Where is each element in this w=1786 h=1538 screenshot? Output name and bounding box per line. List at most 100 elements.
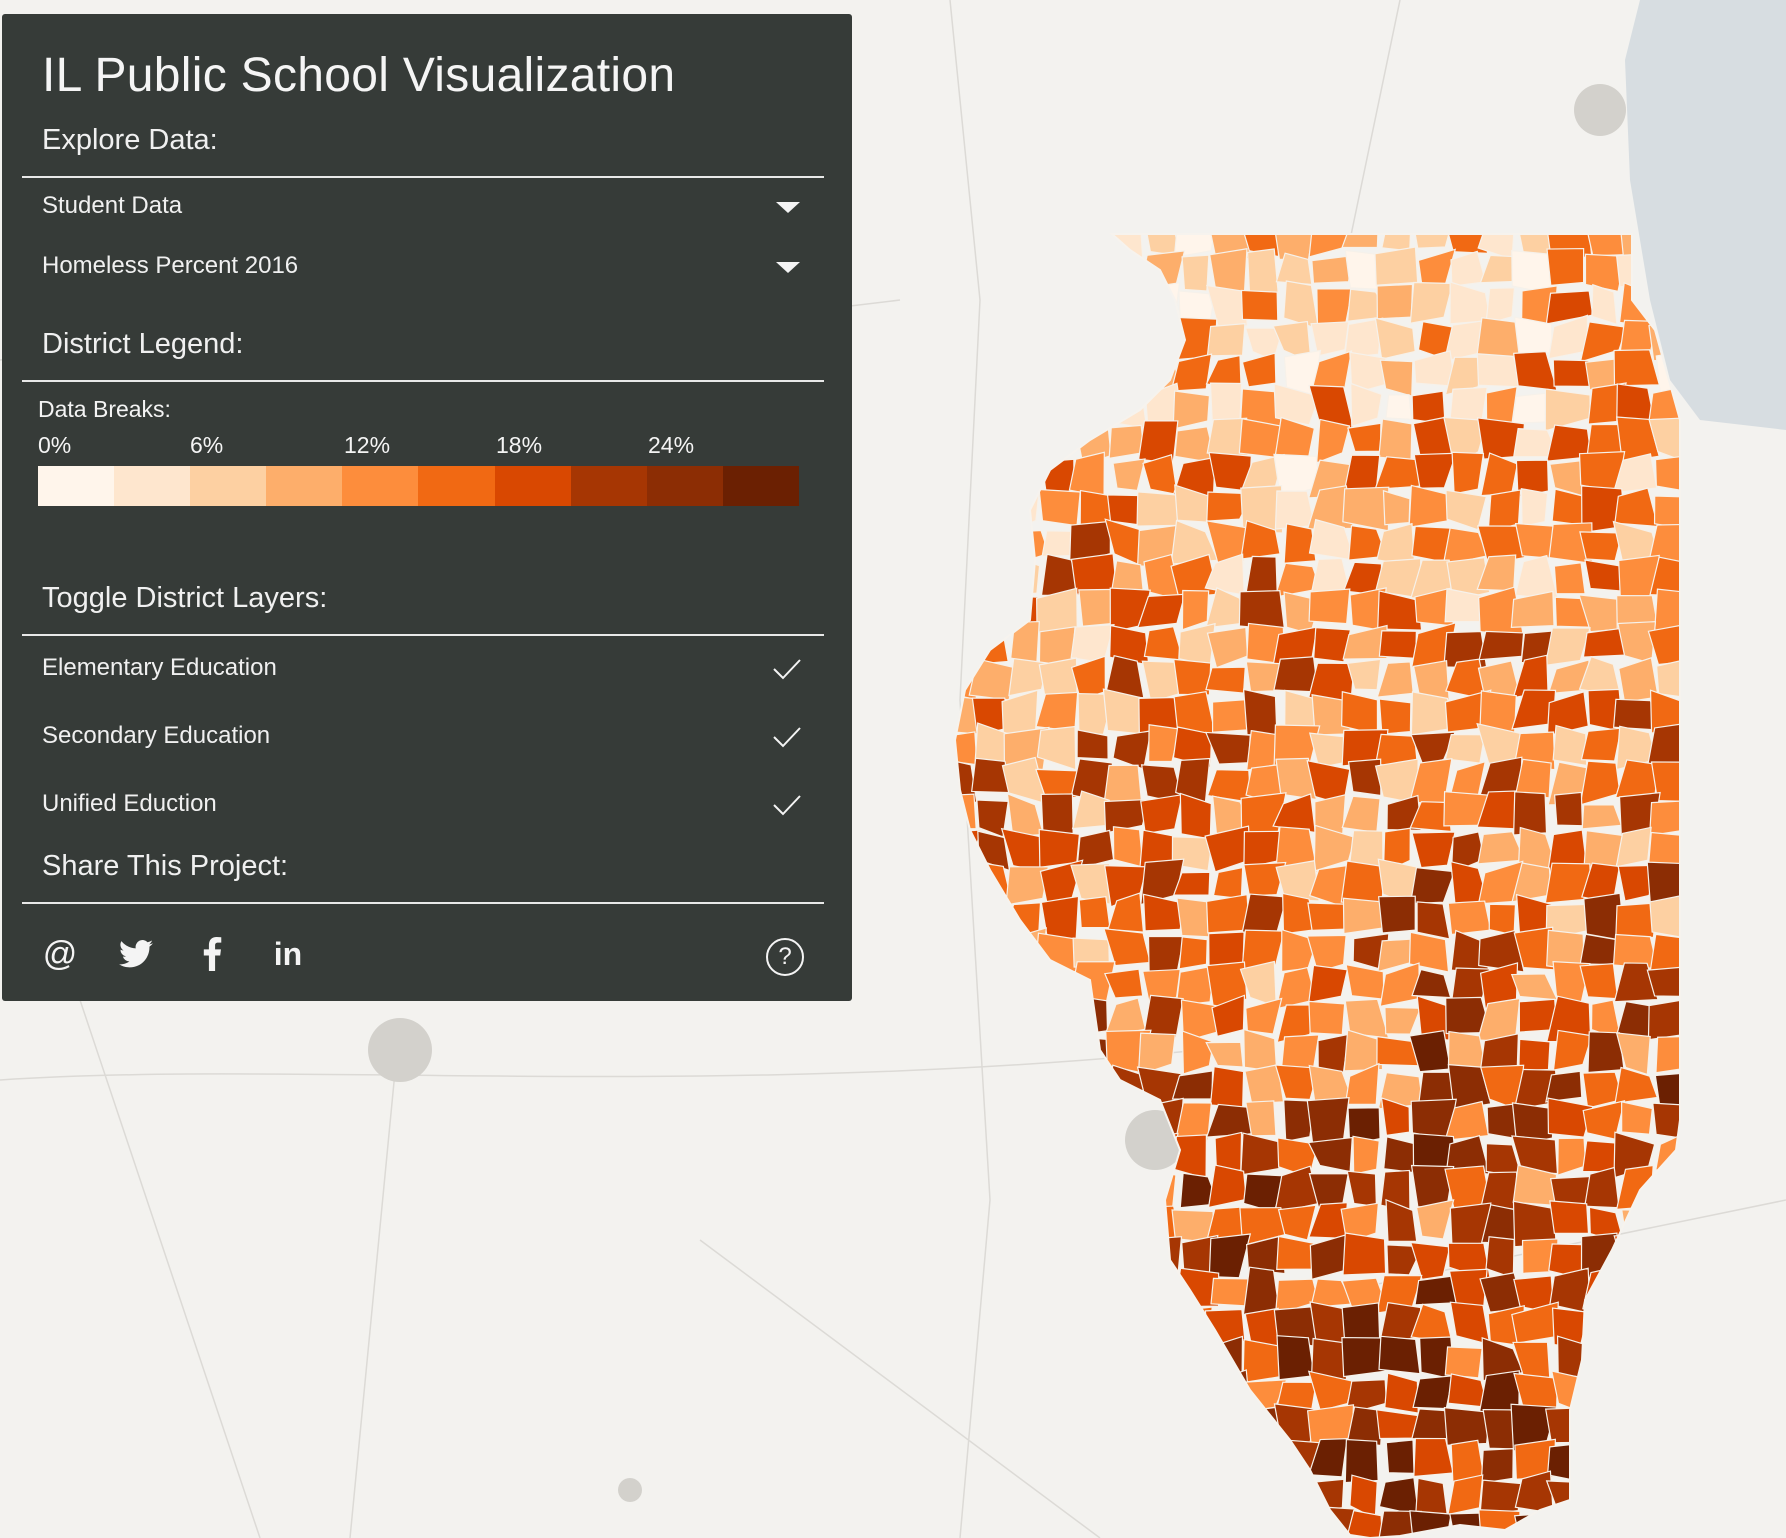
- school-district[interactable]: [1274, 1064, 1320, 1101]
- school-district[interactable]: [1308, 1000, 1346, 1036]
- school-district[interactable]: [1647, 722, 1688, 766]
- school-district[interactable]: [1648, 417, 1692, 464]
- school-district[interactable]: [1510, 590, 1555, 628]
- school-district[interactable]: [1343, 317, 1384, 359]
- school-district[interactable]: [1245, 661, 1284, 693]
- school-district[interactable]: [1447, 900, 1492, 936]
- school-district[interactable]: [1103, 968, 1144, 999]
- school-district[interactable]: [1447, 1474, 1484, 1516]
- school-district[interactable]: [1036, 725, 1077, 771]
- school-district[interactable]: [1478, 929, 1525, 973]
- school-district[interactable]: [1306, 1096, 1350, 1144]
- school-district[interactable]: [1612, 453, 1658, 494]
- school-district[interactable]: [1378, 418, 1413, 461]
- school-district[interactable]: [1451, 451, 1485, 495]
- school-district[interactable]: [1245, 997, 1283, 1035]
- school-district[interactable]: [1374, 246, 1419, 286]
- school-district[interactable]: [1513, 791, 1548, 836]
- school-district[interactable]: [1384, 1006, 1422, 1035]
- school-district[interactable]: [1035, 768, 1080, 799]
- school-district[interactable]: [1275, 757, 1318, 801]
- school-district[interactable]: [1617, 864, 1657, 902]
- school-district[interactable]: [1653, 588, 1682, 636]
- school-district[interactable]: [1209, 248, 1248, 294]
- school-district[interactable]: [1408, 931, 1450, 973]
- school-district[interactable]: [1241, 352, 1277, 388]
- school-district[interactable]: [1545, 1070, 1583, 1103]
- school-district[interactable]: [1205, 284, 1248, 329]
- school-district[interactable]: [1341, 225, 1379, 249]
- school-district[interactable]: [1515, 758, 1552, 799]
- school-district[interactable]: [1377, 895, 1416, 934]
- school-district[interactable]: [1413, 452, 1458, 489]
- layer-toggle-secondary[interactable]: Secondary Education: [22, 710, 824, 764]
- school-district[interactable]: [1316, 418, 1351, 464]
- school-district[interactable]: [1276, 1335, 1315, 1381]
- school-district[interactable]: [1648, 523, 1685, 562]
- school-district[interactable]: [1649, 893, 1686, 939]
- school-district[interactable]: [1240, 519, 1281, 560]
- school-district[interactable]: [1646, 965, 1694, 998]
- school-district[interactable]: [1148, 724, 1181, 763]
- school-district[interactable]: [1344, 1062, 1380, 1106]
- school-district[interactable]: [1076, 729, 1109, 760]
- school-district[interactable]: [1514, 1438, 1556, 1480]
- school-district[interactable]: [1238, 590, 1286, 631]
- school-district[interactable]: [1544, 627, 1591, 667]
- school-district[interactable]: [1485, 287, 1516, 325]
- school-district[interactable]: [1447, 1064, 1492, 1111]
- school-district[interactable]: [1342, 624, 1388, 660]
- school-district[interactable]: [1447, 1030, 1487, 1069]
- school-district[interactable]: [1511, 1102, 1555, 1145]
- school-district[interactable]: [1112, 458, 1146, 492]
- school-district[interactable]: [1616, 383, 1655, 422]
- school-district[interactable]: [1409, 801, 1452, 833]
- school-district[interactable]: [1444, 1100, 1490, 1142]
- school-district[interactable]: [1342, 1232, 1387, 1276]
- school-district[interactable]: [1350, 382, 1383, 428]
- school-district[interactable]: [1181, 1030, 1215, 1075]
- school-district[interactable]: [1241, 929, 1286, 972]
- school-district[interactable]: [1245, 1234, 1286, 1275]
- school-district[interactable]: [1277, 1204, 1317, 1241]
- variable-select[interactable]: Homeless Percent 2016: [22, 240, 824, 294]
- school-district[interactable]: [1647, 624, 1692, 666]
- school-district[interactable]: [1653, 495, 1695, 531]
- school-district[interactable]: [1310, 321, 1350, 357]
- school-district[interactable]: [1078, 895, 1111, 929]
- school-district[interactable]: [1621, 1100, 1653, 1135]
- school-district[interactable]: [1377, 590, 1423, 631]
- school-district[interactable]: [1378, 698, 1412, 735]
- layer-toggle-elementary[interactable]: Elementary Education: [22, 642, 824, 696]
- school-district[interactable]: [1276, 1004, 1320, 1044]
- school-district[interactable]: [1647, 999, 1684, 1041]
- school-district[interactable]: [1411, 215, 1455, 249]
- school-district[interactable]: [1409, 866, 1456, 905]
- school-district[interactable]: [1553, 791, 1584, 827]
- school-district[interactable]: [1488, 903, 1517, 936]
- school-district[interactable]: [1275, 252, 1313, 286]
- school-district[interactable]: [1275, 860, 1320, 902]
- school-district[interactable]: [1411, 831, 1456, 869]
- school-district[interactable]: [1584, 253, 1627, 293]
- school-district[interactable]: [1173, 658, 1212, 696]
- school-district[interactable]: [1174, 1102, 1213, 1143]
- school-district[interactable]: [1646, 861, 1688, 906]
- school-district[interactable]: [1208, 1233, 1252, 1279]
- school-district[interactable]: [1242, 1266, 1281, 1316]
- school-district[interactable]: [1346, 1406, 1384, 1447]
- school-district[interactable]: [1385, 1198, 1418, 1242]
- school-district[interactable]: [1210, 1277, 1249, 1307]
- school-district[interactable]: [1546, 247, 1585, 287]
- school-district[interactable]: [1414, 1275, 1458, 1306]
- school-district[interactable]: [1246, 248, 1279, 295]
- school-district[interactable]: [1283, 523, 1317, 564]
- school-district[interactable]: [1412, 660, 1450, 702]
- school-district[interactable]: [1615, 826, 1652, 868]
- school-district[interactable]: [1181, 254, 1210, 292]
- school-district[interactable]: [1172, 871, 1211, 896]
- school-district[interactable]: [1520, 487, 1549, 528]
- school-district[interactable]: [1613, 962, 1659, 1003]
- school-district[interactable]: [1008, 657, 1049, 697]
